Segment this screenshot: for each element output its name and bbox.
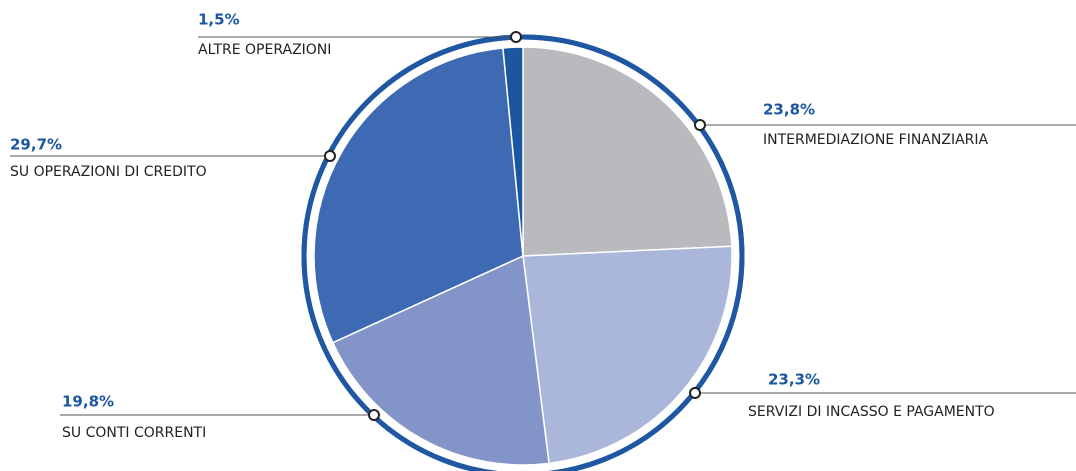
pie-slice [331, 254, 550, 466]
category-label: INTERMEDIAZIONE FINANZIARIA [763, 132, 989, 148]
value-label: 23,8% [763, 101, 815, 119]
leader-dot [324, 150, 336, 162]
pie-slice [313, 47, 524, 344]
pie-ring [301, 34, 745, 471]
category-label: SU OPERAZIONI DI CREDITO [10, 164, 207, 180]
category-label: SERVIZI DI INCASSO E PAGAMENTO [748, 404, 995, 420]
pie-slice [522, 245, 733, 465]
value-label: 29,7% [10, 136, 62, 154]
leader-dot [689, 387, 701, 399]
leader-dot [510, 31, 522, 43]
value-label: 1,5% [198, 11, 240, 29]
pie-slice [522, 46, 733, 257]
value-label: 23,3% [768, 371, 820, 389]
leader-dot [694, 119, 706, 131]
value-label: 19,8% [62, 393, 114, 411]
category-label: ALTRE OPERAZIONI [198, 42, 331, 58]
pie-slice [502, 46, 524, 257]
leader-dot [368, 409, 380, 421]
category-label: SU CONTI CORRENTI [62, 425, 206, 441]
